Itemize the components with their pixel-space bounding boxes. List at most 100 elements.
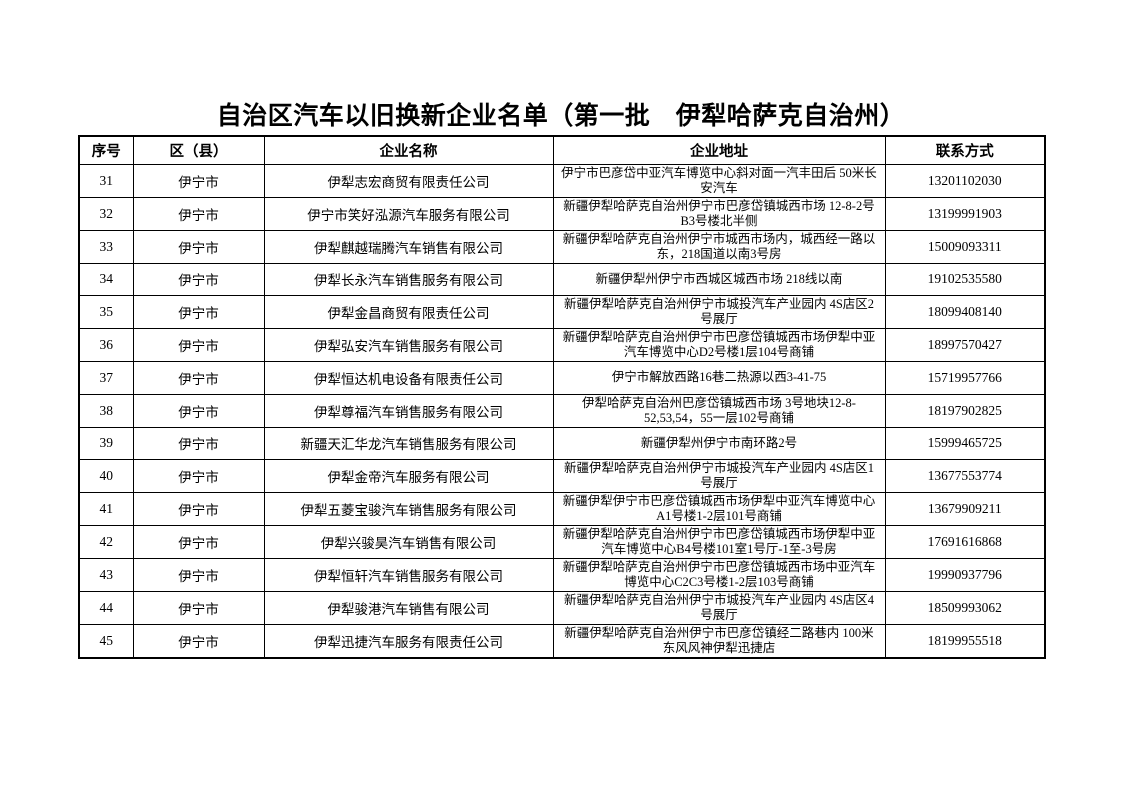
page-title: 自治区汽车以旧换新企业名单（第一批 伊犁哈萨克自治州）	[216, 103, 906, 130]
cell-company-address: 伊宁市巴彦岱中亚汽车博览中心斜对面一汽丰田后 50米长安汽车	[552, 163, 886, 198]
cell-phone: 18197902825	[884, 393, 1046, 428]
cell-district: 伊宁市	[132, 558, 265, 593]
header-contact: 联系方式	[884, 135, 1046, 165]
cell-company-address: 新疆伊犁哈萨克自治州伊宁市城西市场内，城西经一路以东，218国道以南3号房	[552, 229, 886, 264]
cell-district: 伊宁市	[132, 426, 265, 461]
header-district: 区（县）	[132, 135, 265, 165]
cell-district: 伊宁市	[132, 624, 265, 659]
cell-company-address: 新疆伊犁哈萨克自治州伊宁市巴彦岱镇城西市场伊犁中亚汽车博览中心D2号楼1层104…	[552, 328, 886, 363]
cell-phone: 15999465725	[884, 426, 1046, 461]
cell-district: 伊宁市	[132, 196, 265, 231]
cell-seq: 45	[78, 624, 134, 659]
cell-company-name: 伊犁五菱宝骏汽车销售服务有限公司	[263, 492, 554, 527]
cell-company-name: 新疆天汇华龙汽车销售服务有限公司	[263, 426, 554, 461]
cell-seq: 31	[78, 163, 134, 198]
cell-phone: 19102535580	[884, 262, 1046, 297]
cell-district: 伊宁市	[132, 459, 265, 494]
cell-company-address: 伊犁哈萨克自治州巴彦岱镇城西市场 3号地块12-8-52,53,54，55一层1…	[552, 393, 886, 428]
table-row: 45 伊宁市 伊犁迅捷汽车服务有限责任公司 新疆伊犁哈萨克自治州伊宁市巴彦岱镇经…	[78, 624, 1046, 659]
cell-seq: 37	[78, 361, 134, 395]
table-row: 33 伊宁市 伊犁麒越瑞腾汽车销售有限公司 新疆伊犁哈萨克自治州伊宁市城西市场内…	[78, 229, 1046, 264]
table-row: 40 伊宁市 伊犁金帝汽车服务有限公司 新疆伊犁哈萨克自治州伊宁市城投汽车产业园…	[78, 459, 1046, 494]
cell-seq: 32	[78, 196, 134, 231]
cell-company-name: 伊犁志宏商贸有限责任公司	[263, 163, 554, 198]
cell-district: 伊宁市	[132, 295, 265, 330]
table-row: 31 伊宁市 伊犁志宏商贸有限责任公司 伊宁市巴彦岱中亚汽车博览中心斜对面一汽丰…	[78, 163, 1046, 198]
cell-company-address: 新疆伊犁哈萨克自治州伊宁市巴彦岱镇经二路巷内 100米东风风神伊犁迅捷店	[552, 624, 886, 659]
cell-company-address: 新疆伊犁哈萨克自治州伊宁市巴彦岱镇城西市场伊犁中亚汽车博览中心B4号楼101室1…	[552, 525, 886, 560]
table-row: 35 伊宁市 伊犁金昌商贸有限责任公司 新疆伊犁哈萨克自治州伊宁市城投汽车产业园…	[78, 295, 1046, 330]
cell-company-address: 新疆伊犁州伊宁市西城区城西市场 218线以南	[552, 262, 886, 297]
cell-seq: 34	[78, 262, 134, 297]
cell-seq: 43	[78, 558, 134, 593]
cell-company-name: 伊犁兴骏昊汽车销售有限公司	[263, 525, 554, 560]
table-row: 42 伊宁市 伊犁兴骏昊汽车销售有限公司 新疆伊犁哈萨克自治州伊宁市巴彦岱镇城西…	[78, 525, 1046, 560]
cell-phone: 17691616868	[884, 525, 1046, 560]
table-row: 39 伊宁市 新疆天汇华龙汽车销售服务有限公司 新疆伊犁州伊宁市南环路2号 15…	[78, 426, 1046, 461]
cell-seq: 38	[78, 393, 134, 428]
table-body: 31 伊宁市 伊犁志宏商贸有限责任公司 伊宁市巴彦岱中亚汽车博览中心斜对面一汽丰…	[78, 163, 1046, 659]
cell-district: 伊宁市	[132, 393, 265, 428]
table-row: 36 伊宁市 伊犁弘安汽车销售服务有限公司 新疆伊犁哈萨克自治州伊宁市巴彦岱镇城…	[78, 328, 1046, 363]
table-row: 32 伊宁市 伊宁市笑好泓源汽车服务有限公司 新疆伊犁哈萨克自治州伊宁市巴彦岱镇…	[78, 196, 1046, 231]
cell-company-name: 伊犁恒达机电设备有限责任公司	[263, 361, 554, 395]
cell-phone: 13199991903	[884, 196, 1046, 231]
cell-phone: 18997570427	[884, 328, 1046, 363]
cell-company-name: 伊犁金昌商贸有限责任公司	[263, 295, 554, 330]
table-row: 38 伊宁市 伊犁尊福汽车销售服务有限公司 伊犁哈萨克自治州巴彦岱镇城西市场 3…	[78, 393, 1046, 428]
cell-company-name: 伊犁弘安汽车销售服务有限公司	[263, 328, 554, 363]
table-row: 34 伊宁市 伊犁长永汽车销售服务有限公司 新疆伊犁州伊宁市西城区城西市场 21…	[78, 262, 1046, 297]
cell-company-address: 新疆伊犁哈萨克自治州伊宁市城投汽车产业园内 4S店区1号展厅	[552, 459, 886, 494]
cell-seq: 36	[78, 328, 134, 363]
cell-company-address: 新疆伊犁哈萨克自治州伊宁市城投汽车产业园内 4S店区2号展厅	[552, 295, 886, 330]
cell-company-name: 伊犁金帝汽车服务有限公司	[263, 459, 554, 494]
cell-phone: 18509993062	[884, 591, 1046, 626]
cell-company-address: 新疆伊犁哈萨克自治州伊宁市巴彦岱镇城西市场中亚汽车博览中心C2C3号楼1-2层1…	[552, 558, 886, 593]
cell-company-name: 伊犁恒轩汽车销售服务有限公司	[263, 558, 554, 593]
cell-company-address: 新疆伊犁伊宁市巴彦岱镇城西市场伊犁中亚汽车博览中心A1号楼1-2层101号商铺	[552, 492, 886, 527]
table-row: 44 伊宁市 伊犁骏港汽车销售有限公司 新疆伊犁哈萨克自治州伊宁市城投汽车产业园…	[78, 591, 1046, 626]
cell-company-name: 伊犁迅捷汽车服务有限责任公司	[263, 624, 554, 659]
cell-district: 伊宁市	[132, 591, 265, 626]
cell-company-name: 伊犁麒越瑞腾汽车销售有限公司	[263, 229, 554, 264]
cell-company-name: 伊宁市笑好泓源汽车服务有限公司	[263, 196, 554, 231]
cell-seq: 39	[78, 426, 134, 461]
cell-seq: 41	[78, 492, 134, 527]
header-company-address: 企业地址	[552, 135, 886, 165]
cell-seq: 35	[78, 295, 134, 330]
cell-district: 伊宁市	[132, 229, 265, 264]
cell-district: 伊宁市	[132, 361, 265, 395]
table-header-row: 序号 区（县） 企业名称 企业地址 联系方式	[78, 135, 1046, 165]
cell-company-name: 伊犁长永汽车销售服务有限公司	[263, 262, 554, 297]
cell-seq: 44	[78, 591, 134, 626]
cell-company-address: 新疆伊犁哈萨克自治州伊宁市巴彦岱镇城西市场 12-8-2号B3号楼北半侧	[552, 196, 886, 231]
cell-company-name: 伊犁骏港汽车销售有限公司	[263, 591, 554, 626]
cell-phone: 15719957766	[884, 361, 1046, 395]
table-row: 37 伊宁市 伊犁恒达机电设备有限责任公司 伊宁市解放西路16巷二热源以西3-4…	[78, 361, 1046, 395]
cell-seq: 33	[78, 229, 134, 264]
cell-company-address: 伊宁市解放西路16巷二热源以西3-41-75	[552, 361, 886, 395]
cell-phone: 18199955518	[884, 624, 1046, 659]
table-row: 43 伊宁市 伊犁恒轩汽车销售服务有限公司 新疆伊犁哈萨克自治州伊宁市巴彦岱镇城…	[78, 558, 1046, 593]
cell-phone: 19990937796	[884, 558, 1046, 593]
header-company-name: 企业名称	[263, 135, 554, 165]
header-seq: 序号	[78, 135, 134, 165]
cell-district: 伊宁市	[132, 328, 265, 363]
cell-company-address: 新疆伊犁州伊宁市南环路2号	[552, 426, 886, 461]
cell-phone: 13679909211	[884, 492, 1046, 527]
cell-district: 伊宁市	[132, 262, 265, 297]
cell-phone: 13201102030	[884, 163, 1046, 198]
cell-district: 伊宁市	[132, 163, 265, 198]
cell-district: 伊宁市	[132, 492, 265, 527]
cell-company-name: 伊犁尊福汽车销售服务有限公司	[263, 393, 554, 428]
cell-phone: 15009093311	[884, 229, 1046, 264]
cell-district: 伊宁市	[132, 525, 265, 560]
cell-seq: 42	[78, 525, 134, 560]
company-table: 序号 区（县） 企业名称 企业地址 联系方式 31 伊宁市 伊犁志宏商贸有限责任…	[78, 135, 1046, 660]
cell-company-address: 新疆伊犁哈萨克自治州伊宁市城投汽车产业园内 4S店区4号展厅	[552, 591, 886, 626]
cell-seq: 40	[78, 459, 134, 494]
cell-phone: 18099408140	[884, 295, 1046, 330]
cell-phone: 13677553774	[884, 459, 1046, 494]
table-row: 41 伊宁市 伊犁五菱宝骏汽车销售服务有限公司 新疆伊犁伊宁市巴彦岱镇城西市场伊…	[78, 492, 1046, 527]
